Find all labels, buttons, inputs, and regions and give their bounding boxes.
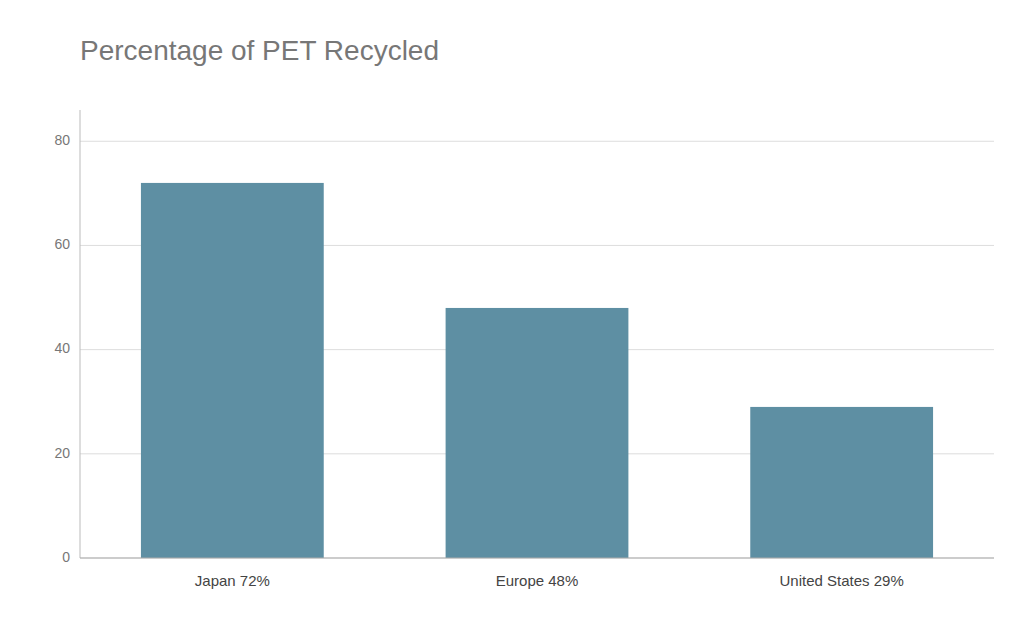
y-tick-label: 20	[54, 445, 70, 461]
bar	[141, 183, 324, 558]
x-ticks: Japan 72% Europe 48% United States 29%	[195, 572, 904, 589]
y-tick-label: 0	[62, 549, 70, 565]
chart-svg: Percentage of PET Recycled 0 20 40 60 80 Japan…	[0, 0, 1024, 638]
chart-container: Percentage of PET Recycled 0 20 40 60 80 Japan…	[0, 0, 1024, 638]
grid-line	[80, 558, 994, 559]
page: {"chart_data": {"type": "bar", "title": …	[0, 0, 1024, 638]
y-axis-line	[80, 110, 81, 558]
y-tick-label: 60	[54, 236, 70, 252]
y-ticks: 0 20 40 60 80	[54, 132, 70, 565]
x-tick-label: United States 29%	[780, 572, 904, 589]
x-axis-line	[80, 558, 994, 559]
y-tick-label: 40	[54, 340, 70, 356]
bar	[750, 407, 933, 558]
y-tick-label: 80	[54, 132, 70, 148]
grid-line	[80, 141, 994, 142]
bar	[446, 308, 629, 558]
grid	[80, 141, 994, 558]
background	[0, 0, 1024, 638]
x-tick-label: Japan 72%	[195, 572, 270, 589]
x-tick-label: Europe 48%	[496, 572, 579, 589]
title: Percentage of PET Recycled	[80, 35, 439, 66]
bars	[141, 183, 933, 558]
